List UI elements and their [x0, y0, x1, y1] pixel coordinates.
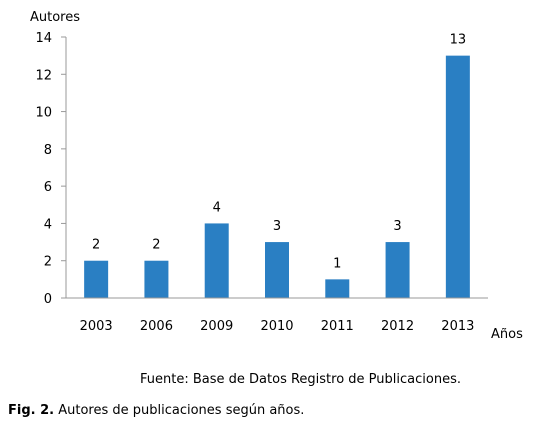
caption-text: Autores de publicaciones según años. [54, 403, 305, 418]
y-tick-label: 14 [35, 31, 52, 46]
y-tick-label: 12 [35, 68, 52, 83]
data-label: 13 [450, 33, 467, 48]
y-tick-label: 10 [35, 106, 52, 121]
y-tick-label: 4 [44, 217, 52, 232]
x-tick-label: 2012 [381, 319, 414, 334]
x-tick-label: 2010 [260, 319, 293, 334]
y-tick-label: 6 [44, 180, 52, 195]
data-label: 1 [333, 256, 341, 271]
x-tick-label: 2009 [200, 319, 233, 334]
y-tick-label: 0 [44, 292, 52, 307]
data-label: 2 [152, 238, 160, 253]
bar [144, 260, 169, 298]
source-note-text: Fuente: Base de Datos Registro de Public… [140, 372, 461, 387]
y-tick-label: 2 [44, 255, 52, 270]
bar [84, 260, 109, 298]
bar [204, 223, 229, 298]
x-axis-label: Años [491, 327, 523, 342]
data-label: 3 [393, 219, 401, 234]
figure-caption: Fig. 2. Autores de publicaciones según a… [8, 403, 304, 418]
bar [445, 55, 470, 299]
bar [325, 279, 350, 298]
data-label: 3 [273, 219, 281, 234]
caption-label: Fig. 2. [8, 403, 55, 418]
source-note: Fuente: Base de Datos Registro de Public… [0, 372, 533, 387]
bar [265, 242, 289, 298]
data-label: 4 [213, 200, 221, 215]
y-axis-label: Autores [30, 10, 80, 25]
x-tick-label: 2003 [80, 319, 113, 334]
y-tick-label: 8 [44, 143, 52, 158]
x-tick-label: 2006 [140, 319, 173, 334]
data-label: 2 [92, 238, 100, 253]
bar [385, 242, 410, 298]
x-tick-label: 2013 [441, 319, 474, 334]
x-tick-label: 2011 [321, 319, 354, 334]
